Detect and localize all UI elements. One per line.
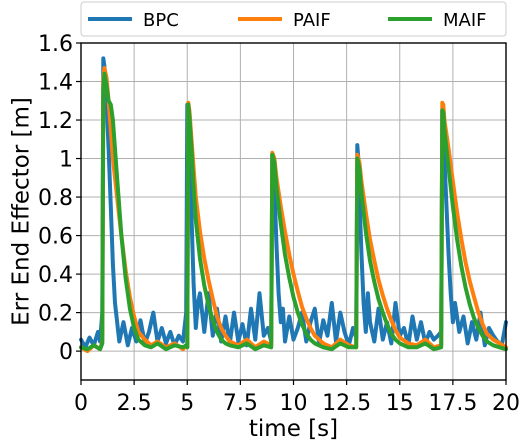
y-tick-label: 0.8 [38, 186, 73, 211]
series-line-bpc [79, 56, 508, 350]
y-axis-label: Err End Effector [m] [9, 97, 35, 326]
x-tick-label: 2.5 [117, 391, 152, 416]
x-tick-label: 17.5 [428, 391, 477, 416]
x-tick-label: 15 [386, 391, 414, 416]
x-tick-label: 12.5 [322, 391, 371, 416]
series-line-maif [79, 71, 508, 352]
x-axis-label: time [s] [249, 416, 338, 440]
y-tick-label: 1.6 [38, 32, 73, 57]
legend-label-bpc: BPC [143, 10, 179, 31]
legend-label-maif: MAIF [443, 10, 487, 31]
legend-label-paif: PAIF [293, 10, 331, 31]
y-tick-label: 1.2 [38, 109, 73, 134]
x-tick-label: 0 [74, 391, 88, 416]
y-tick-label: 0.6 [38, 225, 73, 250]
x-axis-ticks: 0 2.5 5 7.5 10 12.5 15 17.5 20 [74, 380, 520, 416]
x-tick-label: 20 [492, 391, 520, 416]
legend-box [80, 1, 507, 37]
y-axis-ticks: 0 0.2 0.4 0.6 0.8 1 1.2 1.4 1.6 [38, 32, 81, 365]
y-tick-label: 0 [59, 340, 73, 365]
x-tick-label: 5 [180, 391, 194, 416]
y-tick-label: 0.4 [38, 263, 73, 288]
y-tick-label: 1.4 [38, 71, 73, 96]
x-tick-label: 7.5 [223, 391, 258, 416]
x-tick-label: 10 [280, 391, 308, 416]
y-tick-label: 1 [59, 148, 73, 173]
series-lines [79, 56, 508, 354]
y-tick-label: 0.2 [38, 302, 73, 327]
legend: BPC PAIF MAIF [80, 1, 507, 37]
